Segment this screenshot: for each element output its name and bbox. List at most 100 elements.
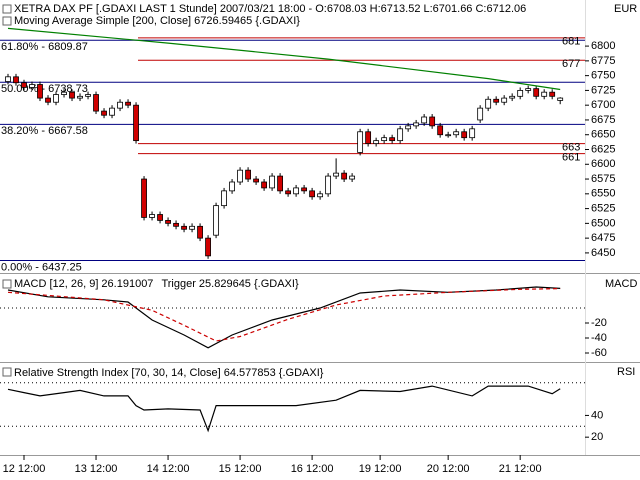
candle-body — [525, 88, 532, 91]
y-tick-label: 6650 — [591, 129, 615, 141]
candle-body — [221, 190, 227, 207]
price-mark-label: 681 — [562, 36, 580, 48]
x-tick-label: 12 12:00 — [3, 463, 46, 475]
candle-body — [309, 190, 316, 198]
y-tick-label: 6675 — [591, 114, 615, 126]
y-tick-label: 20 — [591, 431, 603, 443]
y-tick-label: 6775 — [591, 55, 615, 67]
candle-body — [93, 94, 99, 112]
candle-body — [501, 97, 508, 103]
candle-body — [277, 175, 283, 192]
y-tick-label: 6475 — [591, 232, 615, 244]
candle-body — [61, 91, 67, 95]
candle-body — [157, 214, 163, 221]
y-tick-label: 40 — [591, 409, 603, 421]
candle-body — [261, 181, 267, 189]
candle-body — [101, 110, 107, 116]
y-tick-label: 6550 — [591, 188, 615, 200]
legend-entry: Relative Strength Index [70, 30, 14, Clo… — [14, 367, 324, 379]
y-tick-label: 6600 — [591, 158, 615, 170]
fib-label: 61.80% - 6809.87 — [1, 41, 88, 53]
candle-body — [229, 181, 235, 192]
candle-body — [453, 131, 460, 136]
fib-label: 38.20% - 6667.58 — [1, 125, 88, 137]
candle-body — [437, 125, 444, 136]
candle-body — [421, 116, 428, 124]
legend-icon — [2, 367, 12, 377]
y-tick-label: 6450 — [591, 247, 615, 259]
y-tick-label: 6500 — [591, 217, 615, 229]
candle-body — [389, 137, 396, 142]
candle-body — [109, 107, 115, 116]
candle-body — [253, 178, 259, 183]
x-tick-label: 19 12:00 — [359, 463, 402, 475]
candle-body — [485, 98, 492, 109]
series-line — [7, 27, 561, 91]
x-tick-label: 13 12:00 — [75, 463, 118, 475]
candle-body — [117, 101, 123, 109]
candle-body — [293, 187, 300, 195]
candle-body — [333, 172, 340, 177]
candle-body — [349, 175, 356, 180]
price-mark-label: 663 — [562, 141, 580, 153]
candle-body — [341, 172, 348, 180]
candle-body — [493, 98, 500, 103]
candle-body — [189, 225, 195, 230]
candle-body — [541, 91, 548, 97]
candle-body — [509, 95, 516, 99]
candle-body — [269, 175, 275, 189]
candle-body — [469, 128, 476, 139]
candle-body — [445, 134, 452, 137]
series-line — [7, 385, 561, 433]
candle-body — [285, 190, 291, 195]
y-tick-label: 6700 — [591, 99, 615, 111]
y-tick-label: 6800 — [591, 40, 615, 52]
candle-body — [69, 91, 75, 99]
candle-body — [413, 122, 420, 127]
candle-body — [77, 95, 83, 99]
candle-body — [325, 175, 332, 195]
candle-body — [29, 84, 35, 88]
candle-body — [173, 222, 179, 227]
candle-body — [165, 220, 171, 224]
candle-body — [237, 169, 243, 183]
candle-body — [549, 91, 556, 97]
candle-body — [381, 137, 388, 142]
price-mark-label: 661 — [562, 152, 580, 164]
legend-icon — [2, 4, 12, 14]
candle-body — [181, 225, 187, 230]
legend-icon — [2, 279, 12, 289]
candle-body — [245, 169, 251, 180]
x-tick-label: 20 12:00 — [427, 463, 470, 475]
candle-body — [205, 237, 211, 257]
y-tick-label: 6575 — [591, 173, 615, 185]
candle-body — [213, 205, 219, 236]
axis-label: RSI — [617, 366, 635, 378]
candle-body — [533, 88, 540, 97]
chart-title: XETRA DAX PF [.GDAXI LAST 1 Stunde] 2007… — [14, 3, 526, 15]
candle-body — [125, 101, 131, 106]
candle-body — [429, 116, 436, 127]
candle-body — [141, 178, 147, 218]
y-tick-label: 6525 — [591, 202, 615, 214]
x-tick-label: 16 12:00 — [291, 463, 334, 475]
axis-label: EUR — [614, 3, 637, 15]
x-tick-label: 14 12:00 — [147, 463, 190, 475]
candle-body — [5, 76, 11, 82]
legend-icon — [2, 16, 12, 26]
y-tick-label: -60 — [591, 347, 607, 359]
candle-body — [301, 187, 308, 192]
candle-body — [373, 140, 380, 144]
candle-body — [461, 131, 468, 139]
fib-label: 0.00% - 6437.25 — [1, 261, 82, 273]
candle-body — [133, 104, 139, 142]
candle-body — [53, 94, 59, 103]
candle-body — [357, 131, 364, 153]
x-tick-label: 21 12:00 — [499, 463, 542, 475]
candle-body — [365, 131, 372, 144]
legend-entry: MACD [12, 26, 9] 26.191007 — [14, 278, 153, 290]
candle-body — [397, 128, 404, 142]
